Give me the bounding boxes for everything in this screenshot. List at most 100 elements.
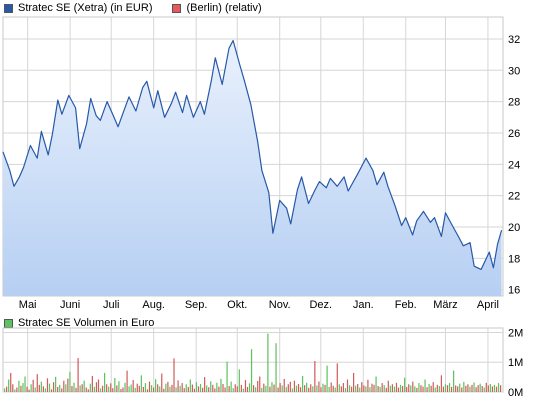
volume-bar bbox=[36, 374, 38, 392]
volume-bar bbox=[440, 375, 442, 392]
compare-legend-label: (Berlin) (relativ) bbox=[186, 2, 262, 14]
volume-bar bbox=[481, 386, 483, 392]
volume-bar bbox=[152, 387, 155, 392]
volume-bar bbox=[16, 387, 18, 392]
volume-bar bbox=[157, 384, 159, 392]
volume-bar bbox=[236, 386, 238, 392]
volume-bar bbox=[461, 387, 463, 392]
volume-bar bbox=[277, 387, 279, 392]
volume-bar bbox=[55, 376, 57, 392]
volume-bar bbox=[367, 379, 369, 392]
volume-bar bbox=[495, 386, 498, 392]
volume-bar bbox=[124, 382, 126, 392]
volume-bar bbox=[442, 386, 445, 392]
volume-bar bbox=[14, 389, 16, 392]
volume-bar bbox=[285, 386, 287, 392]
volume-bar bbox=[167, 381, 169, 392]
volume-bar bbox=[295, 385, 298, 392]
volume-bar bbox=[95, 382, 98, 392]
volume-bar bbox=[224, 387, 226, 392]
volume-bar bbox=[373, 384, 375, 392]
volume-bar bbox=[114, 378, 116, 392]
volume-bar bbox=[189, 379, 191, 392]
volume-bar bbox=[401, 386, 404, 392]
volume-bar bbox=[248, 383, 251, 392]
volume-bar bbox=[471, 384, 473, 392]
volume-bar bbox=[289, 381, 291, 392]
volume-legend-swatch bbox=[4, 318, 13, 328]
volume-bar bbox=[455, 385, 457, 392]
price-area bbox=[3, 40, 502, 296]
volume-bar bbox=[383, 385, 385, 392]
x-tick-label: Aug. bbox=[142, 299, 165, 311]
volume-bar bbox=[379, 386, 381, 392]
volume-bar bbox=[126, 370, 128, 392]
volume-bar bbox=[226, 361, 228, 392]
volume-bar bbox=[71, 386, 73, 392]
volume-bar bbox=[138, 385, 140, 392]
volume-bar bbox=[318, 381, 320, 392]
volume-bar bbox=[110, 383, 112, 392]
volume-bar bbox=[261, 387, 263, 392]
volume-bar bbox=[177, 380, 179, 392]
volume-bar bbox=[485, 382, 487, 392]
volume-bar bbox=[222, 383, 224, 392]
volume-bar bbox=[81, 384, 83, 392]
y-tick-label: 26 bbox=[508, 128, 520, 140]
volume-bar bbox=[279, 383, 281, 392]
volume-bar bbox=[350, 386, 353, 392]
volume-bar bbox=[308, 387, 310, 392]
volume-bar bbox=[446, 385, 449, 392]
volume-bar bbox=[34, 387, 36, 392]
volume-bar bbox=[334, 387, 336, 392]
volume-bar bbox=[122, 387, 124, 392]
x-tick-label: Okt. bbox=[227, 299, 247, 311]
volume-bar bbox=[195, 382, 198, 392]
volume-bar bbox=[450, 386, 453, 392]
volume-bar bbox=[387, 380, 389, 392]
volume-bar bbox=[104, 372, 106, 392]
volume-bar bbox=[73, 382, 75, 392]
price-legend: Stratec SE (Xetra) (in EUR) (Berlin) (re… bbox=[4, 1, 262, 15]
volume-bar bbox=[69, 371, 71, 392]
volume-bar bbox=[420, 385, 422, 392]
volume-bar bbox=[10, 372, 12, 392]
volume-bar bbox=[457, 386, 459, 392]
volume-bar bbox=[199, 383, 202, 392]
volume-bar bbox=[479, 383, 481, 392]
volume-bar bbox=[467, 384, 469, 392]
volume-bar bbox=[6, 386, 8, 392]
volume-bar bbox=[291, 388, 293, 392]
volume-bar bbox=[142, 386, 145, 392]
x-tick-label: März bbox=[433, 299, 457, 311]
volume-bar bbox=[444, 384, 447, 392]
volume-bar bbox=[263, 383, 265, 392]
volume-bar bbox=[30, 384, 32, 392]
volume-bar bbox=[395, 382, 398, 392]
volume-bar bbox=[89, 383, 91, 392]
volume-bar bbox=[85, 387, 87, 392]
volume-bar bbox=[346, 379, 349, 392]
volume-bar bbox=[187, 386, 189, 392]
volume-bar bbox=[363, 385, 365, 392]
volume-bar bbox=[404, 377, 406, 392]
volume-bar bbox=[365, 386, 367, 392]
volume-bar bbox=[385, 387, 387, 392]
volume-bar bbox=[338, 384, 340, 392]
volume-bar bbox=[344, 388, 347, 392]
volume-bar bbox=[108, 386, 110, 392]
volume-bar bbox=[24, 376, 26, 392]
volume-bar bbox=[67, 378, 69, 392]
volume-bar bbox=[57, 386, 59, 392]
volume-bar bbox=[246, 386, 249, 392]
x-tick-label: Jan. bbox=[353, 299, 374, 311]
volume-bar bbox=[330, 382, 332, 392]
volume-bar bbox=[424, 379, 426, 392]
volume-bar bbox=[159, 386, 161, 392]
volume-bar bbox=[312, 386, 314, 392]
volume-bar bbox=[299, 387, 302, 392]
volume-bar bbox=[175, 387, 177, 392]
volume-bar bbox=[48, 383, 51, 392]
volume-bar bbox=[475, 387, 477, 392]
volume-bar bbox=[50, 389, 53, 392]
